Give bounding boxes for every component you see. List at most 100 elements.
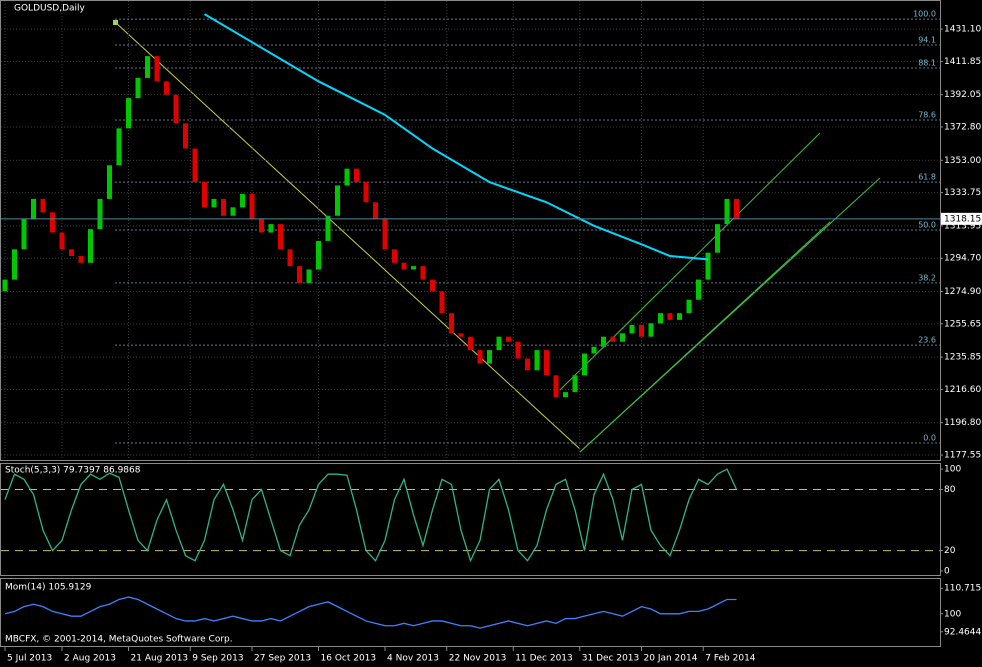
candle [686,299,692,314]
current-price: 1318.15 [944,214,981,224]
footer: MBCFX, © 2001-2014, MetaQuotes Software … [5,635,233,645]
candle [173,94,179,124]
y-tick-label: 1177.55 [944,451,981,461]
candle [496,336,502,351]
candle [458,333,464,337]
candle [629,324,635,334]
fibo-label: 38.2 [918,273,936,282]
indicator-title: Mom(14) 105.9129 [5,583,92,593]
candle [420,266,426,280]
x-tick-label: 7 Feb 2014 [705,654,756,664]
candle [221,198,226,216]
candle [40,198,46,213]
candle [544,350,549,376]
candle [335,185,340,216]
candle [69,249,74,257]
y-tick-label: 1255.65 [944,319,981,329]
candle [677,313,682,320]
x-tick-label: 20 Jan 2014 [644,654,698,664]
x-tick-label: 9 Sep 2013 [192,654,243,664]
fibo-label: 88.1 [918,59,936,68]
trend-anchor [113,20,118,25]
candle [639,324,644,337]
candle [116,128,122,166]
candle [192,148,198,183]
fibo-label: 0.0 [923,434,936,443]
y-tick-label: 0 [944,566,950,576]
candle [401,262,407,270]
y-tick-label: 1353.00 [944,156,981,166]
candle [12,249,17,280]
mom-panel [0,578,941,647]
candle [553,375,559,398]
candle [582,353,587,376]
candle [610,336,616,342]
candle [363,182,369,203]
candle [145,56,150,78]
candle [135,77,141,99]
candle [59,232,65,250]
candle [88,229,93,263]
candle [97,198,103,230]
price-box [941,212,982,225]
x-tick-label: 2 Aug 2013 [64,654,116,664]
main-panel [0,0,941,461]
fibo-label: 100.0 [913,10,936,19]
y-tick-label: 92.4644 [944,627,981,637]
candle [715,224,720,253]
candle [183,123,188,149]
candle [325,215,331,241]
candle [620,333,625,342]
indicator-line [4,468,738,563]
candle [202,182,207,208]
x-tick-label: 4 Nov 2013 [387,654,439,664]
candle [297,266,302,283]
candle [126,98,131,129]
candle [78,256,84,263]
x-tick-label: 16 Oct 2013 [321,654,377,664]
candle [154,56,160,82]
y-tick-label: 1333.75 [944,188,981,198]
y-tick-label: 1392.05 [944,90,981,100]
candle [525,358,530,371]
candle [468,336,473,351]
candle [705,252,711,280]
candle [50,212,55,233]
chart-title: GOLDUSD,Daily [14,4,86,14]
candle [382,219,388,250]
candle [601,336,606,347]
fibo-label: 94.1 [918,36,936,45]
y-tick-label: 80 [944,485,956,495]
candle [696,279,701,300]
candle [21,219,27,250]
candle [306,269,312,283]
candle [411,266,416,270]
candle [658,313,663,324]
candle [515,341,521,359]
indicator-line [4,596,737,629]
x-tick-label: 22 Nov 2013 [449,654,507,664]
candle [240,193,245,208]
y-tick-label: 1431.10 [944,25,981,35]
y-tick-label: 1235.85 [944,353,981,363]
candle [31,198,36,220]
channel-line [579,221,831,453]
x-tick-label: 21 Aug 2013 [131,654,189,664]
fibo-label: 78.6 [918,110,936,119]
stoch-panel [0,463,941,576]
fibo-label: 50.0 [918,221,936,230]
y-tick-label: 100 [944,465,961,475]
candle [164,81,169,95]
candle [344,168,350,186]
y-tick-label: 1411.85 [944,57,981,67]
fibo-label: 61.8 [918,173,936,182]
candle [563,392,568,398]
y-tick-label: 110.7156 [944,584,982,594]
candle [211,198,217,208]
candle [259,219,264,233]
trend-line [114,21,581,450]
candle [477,350,483,364]
y-tick-label: 1294.70 [944,254,981,264]
